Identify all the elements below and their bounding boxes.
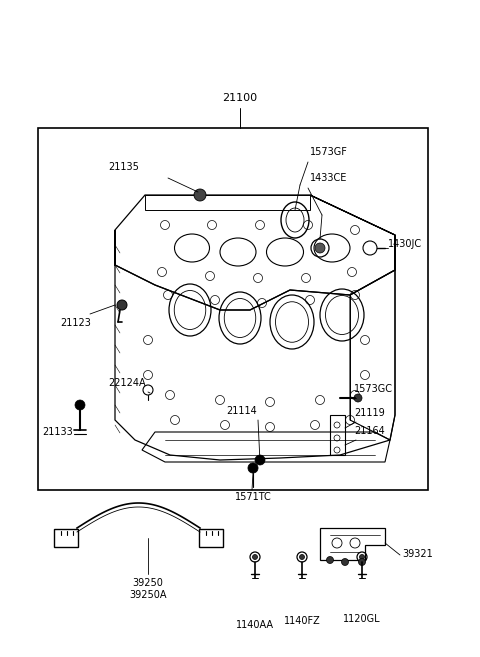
- Circle shape: [300, 555, 304, 560]
- Text: 1573GF: 1573GF: [310, 147, 348, 157]
- Circle shape: [248, 463, 258, 473]
- Text: 1120GL: 1120GL: [343, 614, 381, 624]
- Text: 21123: 21123: [60, 318, 91, 328]
- Text: 21119: 21119: [354, 408, 385, 418]
- Text: 21133: 21133: [42, 427, 73, 437]
- Text: 1573GC: 1573GC: [354, 384, 393, 394]
- Circle shape: [359, 558, 365, 566]
- Circle shape: [315, 243, 325, 253]
- Circle shape: [194, 189, 206, 201]
- Circle shape: [360, 555, 364, 560]
- Circle shape: [326, 556, 334, 564]
- Text: 1571TC: 1571TC: [235, 492, 271, 502]
- Text: 1140AA: 1140AA: [236, 620, 274, 630]
- Text: 1430JC: 1430JC: [388, 239, 422, 249]
- Text: 21114: 21114: [226, 406, 257, 416]
- Text: 39250A: 39250A: [129, 590, 167, 600]
- Text: 1140FZ: 1140FZ: [284, 616, 320, 626]
- Circle shape: [75, 400, 85, 410]
- Text: 39250: 39250: [132, 578, 163, 588]
- Circle shape: [354, 394, 362, 402]
- Circle shape: [255, 455, 265, 465]
- Text: 1433CE: 1433CE: [310, 173, 348, 183]
- Bar: [38, 128, 428, 490]
- Circle shape: [252, 555, 257, 560]
- Text: 22124A: 22124A: [108, 378, 145, 388]
- Text: 21135: 21135: [108, 162, 139, 172]
- Text: 21164: 21164: [354, 426, 385, 436]
- Text: 39321: 39321: [402, 549, 433, 559]
- Circle shape: [117, 300, 127, 310]
- Text: 21100: 21100: [222, 93, 258, 103]
- Circle shape: [341, 558, 348, 566]
